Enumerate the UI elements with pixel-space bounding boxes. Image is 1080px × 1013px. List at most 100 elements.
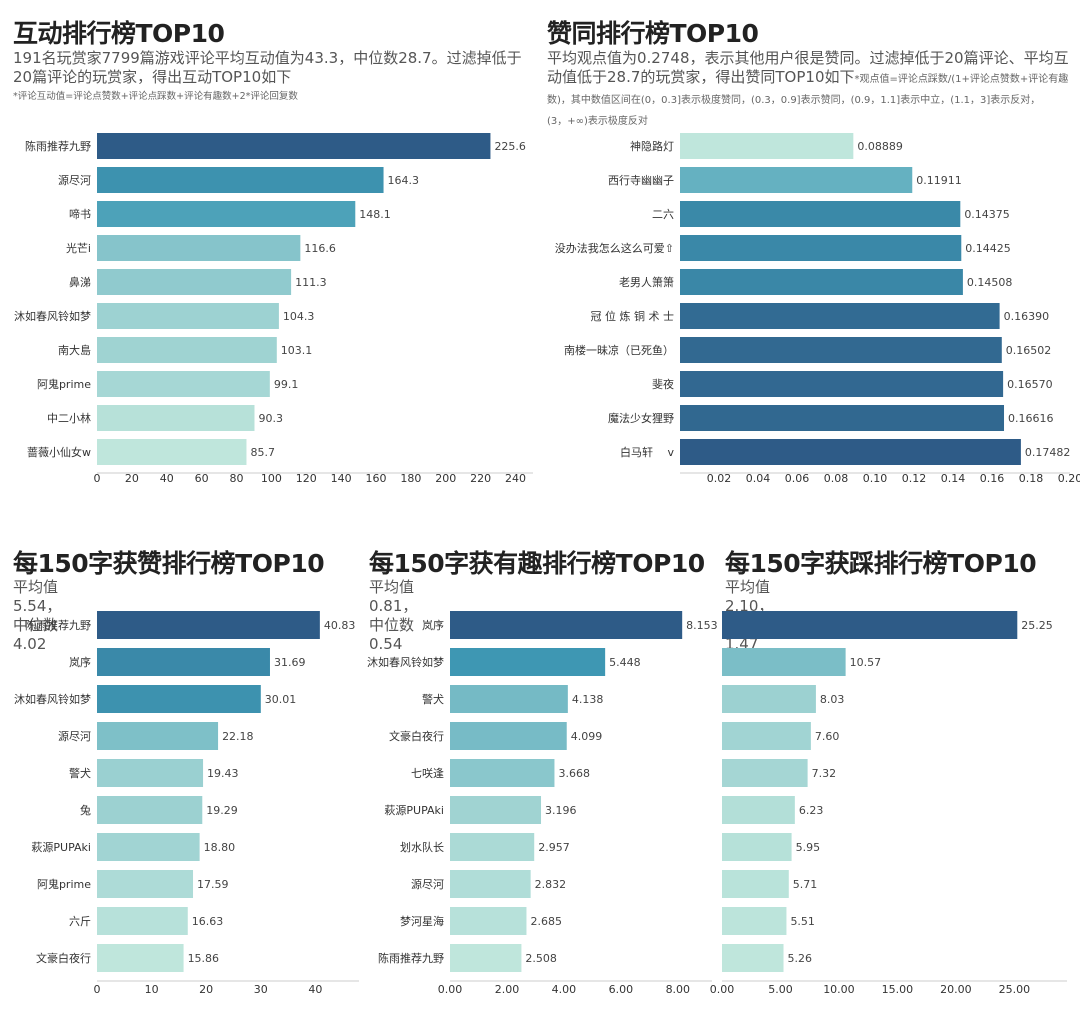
funny150-category-label: 陈雨推荐九野 xyxy=(378,951,444,965)
interaction-category-label: 光芒i xyxy=(66,241,91,255)
dislike150-tick-label: 15.00 xyxy=(882,983,914,996)
funny150-category-label: 沐如春风铃如梦 xyxy=(367,655,444,669)
funny150-value-label: 3.196 xyxy=(545,804,577,817)
interaction-value-label: 90.3 xyxy=(258,412,283,425)
interaction-tick-label: 120 xyxy=(296,472,317,485)
dislike150-bar xyxy=(722,648,846,676)
approval-category-label: 魔法少女狸野 xyxy=(608,411,674,425)
likes150-category-label: 岚序 xyxy=(69,655,91,669)
interaction-tick-label: 20 xyxy=(125,472,139,485)
interaction-bar xyxy=(97,133,491,159)
approval-value-label: 0.14425 xyxy=(965,242,1011,255)
interaction-bar xyxy=(97,439,247,465)
funny150-bar xyxy=(450,944,522,972)
interaction-category-label: 沐如春风铃如梦 xyxy=(14,309,91,323)
approval-bar xyxy=(680,235,962,261)
likes150-bar xyxy=(97,907,188,935)
likes150-bar xyxy=(97,833,200,861)
approval-tick-label: 0.16 xyxy=(980,472,1005,485)
dislike150-value-label: 10.57 xyxy=(850,656,882,669)
approval-category-label: 西行寺幽幽子 xyxy=(608,174,674,187)
likes150-category-label: 陈雨推荐九野 xyxy=(25,618,91,632)
interaction-tick-label: 80 xyxy=(230,472,244,485)
funny150-bar xyxy=(450,907,527,935)
funny150-bar xyxy=(450,611,683,639)
likes150-bar xyxy=(97,759,204,787)
likes150-tick-label: 20 xyxy=(199,983,213,996)
funny150-tick-label: 8.00 xyxy=(666,983,691,996)
dislike150-tick-label: 25.00 xyxy=(999,983,1031,996)
funny150-bar xyxy=(450,685,568,713)
approval-subtitle: 平均观点值为0.2748，表示其他用户很是赞同。过滤掉低于20篇评论、平均互动值… xyxy=(547,49,1069,86)
dislike150-value-label: 5.26 xyxy=(788,952,813,965)
approval-tick-label: 0.12 xyxy=(902,472,927,485)
approval-category-label: 冠 位 炼 铜 术 士 xyxy=(591,309,674,323)
funny150-category-label: 警犬 xyxy=(422,692,444,706)
approval-bar xyxy=(680,303,1000,329)
funny150-category-label: 岚序 xyxy=(422,618,444,632)
likes150-value-label: 17.59 xyxy=(197,878,229,891)
dislike150-bar xyxy=(722,870,789,898)
dislike150-title: 每150字获踩排行榜TOP10 xyxy=(725,549,1037,578)
funny150-bar xyxy=(450,870,531,898)
funny150-category-label: 文豪白夜行 xyxy=(389,729,444,743)
likes150-category-label: 萩源PUPAki xyxy=(31,840,91,854)
approval-category-label: 没办法我怎么这么可爱⇧ xyxy=(555,241,674,255)
approval-bar-chart: 神隐路灯 0.08889 西行寺幽幽子 0.11911 二六 0.14375 没办法我怎么这… xyxy=(555,133,1080,485)
dislike150-tick-label: 20.00 xyxy=(940,983,972,996)
likes150-value-label: 40.83 xyxy=(324,619,356,632)
likes150-bar xyxy=(97,685,261,713)
approval-value-label: 0.16390 xyxy=(1004,310,1050,323)
funny150-value-label: 2.685 xyxy=(530,915,562,928)
interaction-category-label: 中二小林 xyxy=(47,411,91,425)
funny150-value-label: 4.138 xyxy=(572,693,604,706)
approval-subtitle-block: 平均观点值为0.2748，表示其他用户很是赞同。过滤掉低于20篇评论、平均互动值… xyxy=(547,49,1069,131)
interaction-value-label: 104.3 xyxy=(283,310,315,323)
funny150-category-label: 源尽河 xyxy=(411,877,444,891)
likes150-value-label: 30.01 xyxy=(265,693,297,706)
interaction-tick-label: 220 xyxy=(470,472,491,485)
interaction-title: 互动排行榜TOP10 xyxy=(13,19,225,48)
approval-category-label: 南楼一昧凉（已死鱼） xyxy=(564,343,674,357)
approval-value-label: 0.16570 xyxy=(1007,378,1053,391)
funny150-bar xyxy=(450,648,606,676)
interaction-value-label: 148.1 xyxy=(359,208,391,221)
approval-bar xyxy=(680,405,1005,431)
funny150-category-label: 划水队长 xyxy=(400,840,444,854)
interaction-value-label: 164.3 xyxy=(388,174,420,187)
funny150-tick-label: 4.00 xyxy=(552,983,577,996)
approval-value-label: 0.14375 xyxy=(964,208,1010,221)
approval-category-label: 神隐路灯 xyxy=(630,139,674,153)
approval-tick-label: 0.02 xyxy=(707,472,732,485)
interaction-bar xyxy=(97,201,356,227)
likes150-value-label: 19.29 xyxy=(206,804,238,817)
interaction-value-label: 103.1 xyxy=(281,344,313,357)
likes150-value-label: 18.80 xyxy=(204,841,236,854)
approval-tick-label: 0.18 xyxy=(1019,472,1044,485)
likes150-category-label: 阿鬼prime xyxy=(37,877,91,891)
likes150-value-label: 31.69 xyxy=(274,656,306,669)
interaction-tick-label: 40 xyxy=(160,472,174,485)
funny150-tick-label: 0.00 xyxy=(438,983,463,996)
likes150-category-label: 六斤 xyxy=(69,915,91,928)
likes150-value-label: 22.18 xyxy=(222,730,254,743)
likes150-value-label: 19.43 xyxy=(207,767,239,780)
approval-note: *观点值=评论点踩数/(1+评论点赞数+评论有趣数)，其中数值区间在(0，0.3… xyxy=(547,74,1069,127)
interaction-tick-label: 100 xyxy=(261,472,282,485)
likes150-value-label: 16.63 xyxy=(192,915,224,928)
likes150-bar xyxy=(97,944,184,972)
likes150-tick-label: 30 xyxy=(254,983,268,996)
interaction-tick-label: 160 xyxy=(366,472,387,485)
interaction-tick-label: 0 xyxy=(94,472,101,485)
interaction-value-label: 116.6 xyxy=(304,242,336,255)
interaction-value-label: 85.7 xyxy=(250,446,275,459)
likes150-category-label: 沐如春风铃如梦 xyxy=(14,692,91,706)
approval-bar xyxy=(680,269,963,295)
interaction-bar xyxy=(97,371,270,397)
likes150-category-label: 兔 xyxy=(80,803,91,817)
interaction-bar xyxy=(97,167,384,193)
dislike150-tick-label: 5.00 xyxy=(768,983,793,996)
likes150-tick-label: 40 xyxy=(308,983,322,996)
interaction-category-label: 陈雨推荐九野 xyxy=(25,139,91,153)
approval-value-label: 0.16502 xyxy=(1006,344,1052,357)
